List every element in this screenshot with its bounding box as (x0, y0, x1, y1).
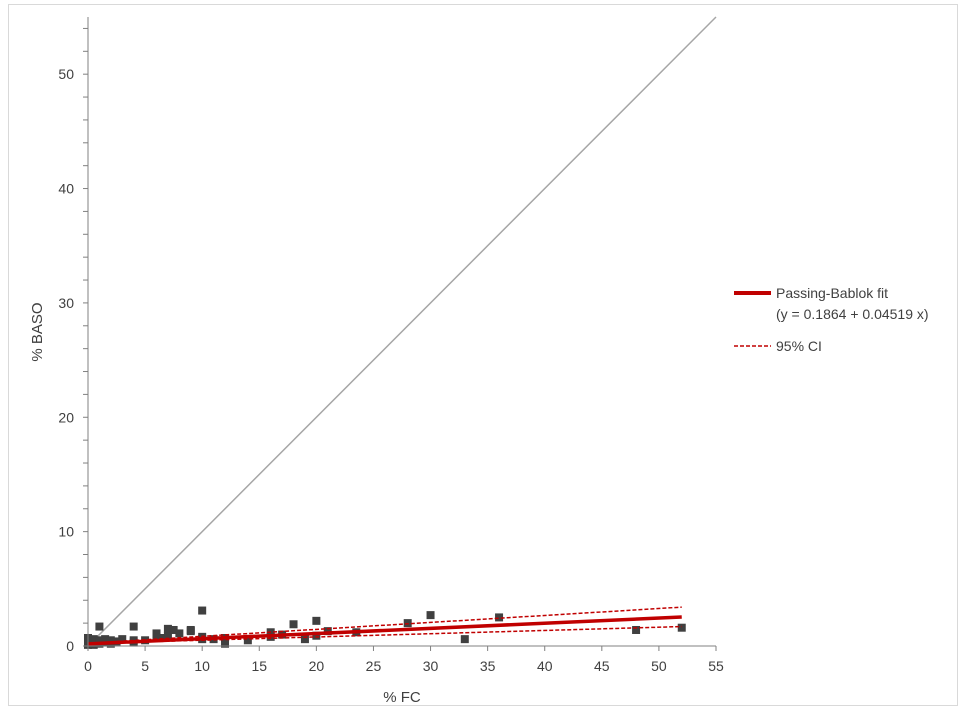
data-point (460, 635, 469, 644)
data-point (186, 625, 195, 634)
data-points-layer (84, 606, 686, 649)
x-tick-label: 20 (309, 658, 325, 674)
data-point (118, 635, 127, 644)
x-tick-label: 40 (537, 658, 553, 674)
y-axis-title: % BASO (29, 302, 46, 361)
data-point (129, 622, 138, 631)
data-point (106, 636, 115, 645)
x-axis-title: % FC (383, 689, 421, 706)
data-point (300, 635, 309, 644)
y-tick-label: 20 (58, 409, 74, 425)
data-point (169, 625, 178, 634)
y-tick-label: 50 (58, 66, 74, 82)
fit-lines-layer (87, 606, 682, 646)
data-point (677, 623, 686, 632)
identity-line (87, 16, 717, 647)
x-tick-label: 0 (84, 658, 92, 674)
axes-layer (87, 17, 716, 647)
data-point (221, 639, 230, 648)
x-tick-label: 15 (251, 658, 267, 674)
identity-line-layer (87, 16, 717, 647)
data-point (152, 629, 161, 638)
data-point (312, 631, 321, 640)
y-tick-label: 30 (58, 295, 74, 311)
x-tick-label: 5 (141, 658, 149, 674)
data-point (632, 625, 641, 634)
y-tick-label: 10 (58, 524, 74, 540)
chart-frame (8, 4, 958, 706)
y-tick-label: 0 (66, 638, 74, 654)
data-point (243, 636, 252, 645)
data-point (495, 613, 504, 622)
y-tick-label: 40 (58, 181, 74, 197)
ci-upper-line (99, 606, 682, 644)
data-point (95, 622, 104, 631)
legend-fit-label: Passing-Bablok fit (776, 285, 888, 301)
data-point (323, 627, 332, 636)
data-point (312, 616, 321, 625)
data-point (426, 611, 435, 620)
data-point (163, 624, 172, 633)
data-point (175, 629, 184, 638)
x-tick-layer: 0 5 10 15 20 25 30 35 40 45 50 55 (84, 646, 724, 674)
x-tick-label: 10 (194, 658, 210, 674)
data-point (163, 631, 172, 640)
x-tick-label: 50 (651, 658, 667, 674)
x-tick-label: 55 (708, 658, 724, 674)
data-point (101, 635, 110, 644)
fit-line (87, 615, 682, 646)
legend-ci-label: 95% CI (776, 338, 822, 354)
x-tick-label: 35 (480, 658, 496, 674)
x-tick-label: 30 (423, 658, 439, 674)
x-tick-label: 45 (594, 658, 610, 674)
data-point (198, 606, 207, 615)
legend-fit-equation: (y = 0.1864 + 0.04519 x) (776, 306, 929, 322)
data-point (289, 620, 298, 629)
x-tick-label: 25 (366, 658, 382, 674)
y-tick-layer: 0 10 20 30 40 50 (58, 27, 88, 654)
legend: Passing-Bablok fit (y = 0.1864 + 0.04519… (734, 285, 929, 354)
